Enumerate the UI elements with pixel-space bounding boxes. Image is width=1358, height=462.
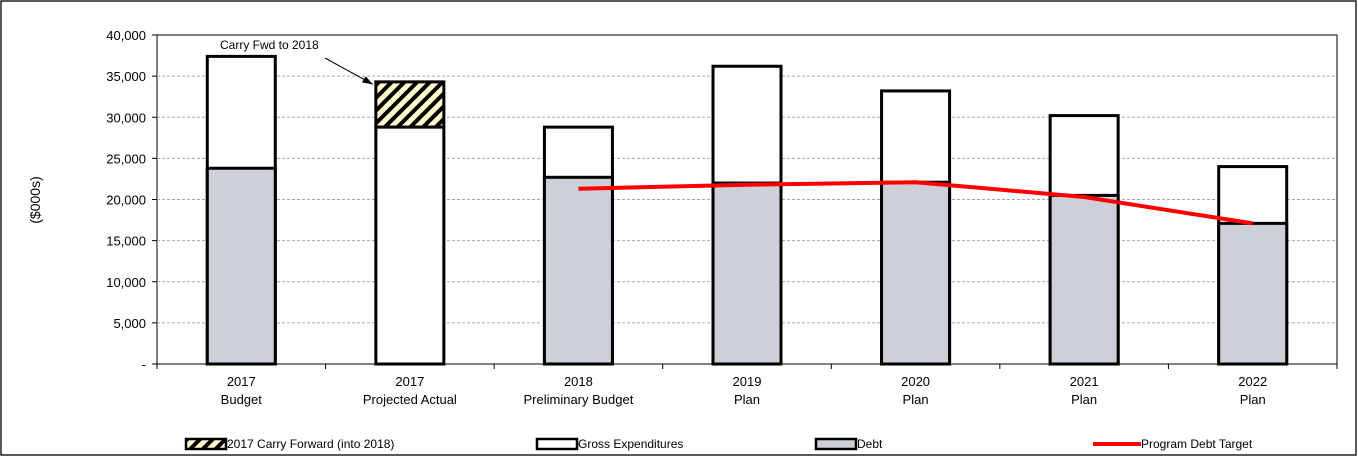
y-axis-ticks: - 5,000 10,000 15,000 20,000 25,000 30,000 35,0… bbox=[106, 28, 157, 372]
x-tick-label: Plan bbox=[1071, 392, 1097, 407]
bar-debt bbox=[1048, 193, 1120, 366]
y-tick-label: 20,000 bbox=[106, 193, 146, 208]
y-tick-label: 10,000 bbox=[106, 275, 146, 290]
bar-debt bbox=[205, 166, 277, 366]
annotation: Carry Fwd to 2018 bbox=[220, 38, 374, 85]
legend-swatch bbox=[535, 437, 579, 451]
y-tick-label: 35,000 bbox=[106, 69, 146, 84]
x-tick-label: 2017 bbox=[227, 374, 256, 389]
y-tick-label: 30,000 bbox=[106, 110, 146, 125]
bars bbox=[205, 54, 1289, 366]
x-tick-label: 2020 bbox=[901, 374, 930, 389]
bar-gross-expenditures bbox=[374, 125, 446, 366]
legend-label: Program Debt Target bbox=[1141, 437, 1253, 451]
x-tick-label: Projected Actual bbox=[363, 392, 457, 407]
x-tick-label: 2022 bbox=[1238, 374, 1267, 389]
line-program-debt-target bbox=[578, 180, 1254, 226]
y-tick-label: - bbox=[142, 357, 146, 372]
legend-label: Debt bbox=[857, 437, 883, 451]
legend-label: 2017 Carry Forward (into 2018) bbox=[227, 437, 394, 451]
annotation-label: Carry Fwd to 2018 bbox=[220, 38, 319, 52]
bar-debt bbox=[1217, 221, 1289, 366]
y-tick-label: 25,000 bbox=[106, 151, 146, 166]
legend-swatch bbox=[184, 437, 228, 451]
legend: 2017 Carry Forward (into 2018) Gross Expe… bbox=[184, 437, 1253, 451]
legend-label: Gross Expenditures bbox=[578, 437, 683, 451]
x-tick-label: Plan bbox=[903, 392, 929, 407]
bar-debt bbox=[880, 180, 952, 366]
x-axis-ticks: 2017 Budget 2017 Projected Actual 2018 Prelim… bbox=[156, 364, 1338, 407]
x-tick-label: Budget bbox=[221, 392, 263, 407]
bar-debt bbox=[711, 181, 783, 366]
debt-target-line bbox=[578, 180, 1254, 226]
y-tick-label: 40,000 bbox=[106, 28, 146, 43]
legend-swatch bbox=[814, 437, 858, 451]
x-tick-label: 2017 bbox=[395, 374, 424, 389]
annotation-arrowhead bbox=[361, 76, 373, 85]
bar-debt bbox=[542, 175, 614, 366]
x-tick-label: Plan bbox=[1240, 392, 1266, 407]
y-tick-label: 15,000 bbox=[106, 234, 146, 249]
x-tick-label: 2021 bbox=[1070, 374, 1099, 389]
x-tick-label: Plan bbox=[734, 392, 760, 407]
bar-carry-forward bbox=[374, 80, 446, 129]
y-axis-label: ($000s) bbox=[27, 176, 43, 223]
x-tick-label: Preliminary Budget bbox=[524, 392, 634, 407]
x-tick-label: 2019 bbox=[733, 374, 762, 389]
y-tick-label: 5,000 bbox=[113, 316, 146, 331]
x-tick-label: 2018 bbox=[564, 374, 593, 389]
